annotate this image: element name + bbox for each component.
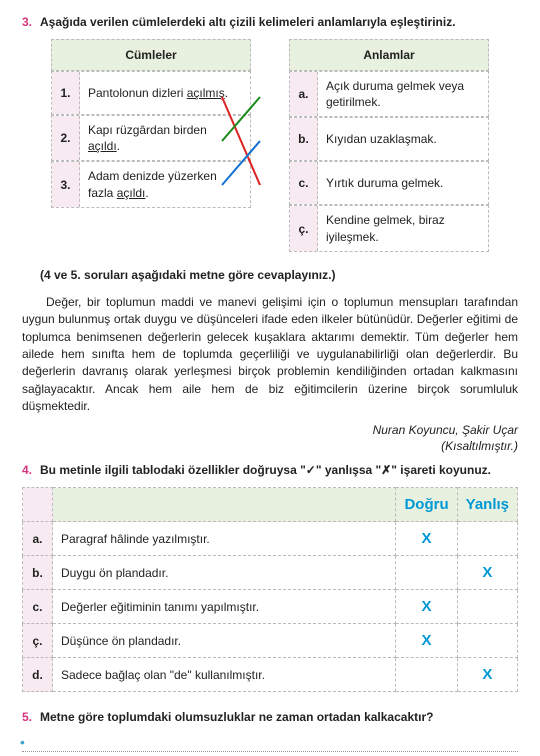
question-4-header: 4. Bu metinle ilgili tablodaki özellikle… [22,463,518,477]
row-text: Düşünce ön plandadır. [53,624,396,658]
true-false-table: Doğru Yanlış a.Paragraf hâlinde yazılmış… [22,487,518,692]
th-yanlis: Yanlış [457,488,517,522]
row-label: ç. [290,206,318,250]
yanlis-cell[interactable]: X [457,658,517,692]
th-blank2 [53,488,396,522]
q3-num: 3. [22,15,32,29]
table-row: 3.Adam denizde yüzerken fazla açıldı. [51,161,251,207]
question-5-header: 5. Metne göre toplumdaki olumsuzluklar n… [22,710,518,724]
q5-text: Metne göre toplumdaki olumsuzluklar ne z… [40,710,518,724]
right-column: Anlamlar a.Açık duruma gelmek veya getir… [289,39,489,252]
table-row: ç.Düşünce ön plandadır.X [23,624,518,658]
th-blank [23,488,53,522]
dogru-cell[interactable] [396,658,457,692]
dogru-cell[interactable] [396,556,457,590]
th-dogru: Doğru [396,488,457,522]
table-row: a.Açık duruma gelmek veya getirilmek. [289,71,489,117]
table-row: a.Paragraf hâlinde yazılmıştır.X [23,522,518,556]
table-row: ç.Kendine gelmek, biraz iyileşmek. [289,205,489,251]
row-text: Paragraf hâlinde yazılmıştır. [53,522,396,556]
table-row: 2.Kapı rüzgârdan birden açıldı. [51,115,251,161]
table-row: d.Sadece bağlaç olan "de" kullanılmıştır… [23,658,518,692]
row-label: b. [23,556,53,590]
matching-table: Cümleler 1.Pantolonun dizleri açılmış.2.… [22,39,518,252]
left-header: Cümleler [51,39,251,71]
row-label: ç. [23,624,53,658]
row-text: Sadece bağlaç olan "de" kullanılmıştır. [53,658,396,692]
dogru-cell[interactable]: X [396,522,457,556]
table-row: c.Değerler eğitiminin tanımı yapılmıştır… [23,590,518,624]
row-label: 1. [52,72,80,114]
question-3-header: 3. Aşağıda verilen cümlelerdeki altı çiz… [22,15,518,29]
answer-line[interactable]: • [22,738,518,752]
author: Nuran Koyuncu, Şakir Uçar [22,423,518,437]
connector-gap [251,39,289,252]
row-text: Açık duruma gelmek veya getirilmek. [318,72,488,116]
yanlis-cell[interactable] [457,590,517,624]
yanlis-cell[interactable] [457,624,517,658]
table-row: 1.Pantolonun dizleri açılmış. [51,71,251,115]
dogru-cell[interactable]: X [396,590,457,624]
row-label: c. [290,162,318,204]
row-text: Kapı rüzgârdan birden açıldı. [80,116,250,160]
row-text: Pantolonun dizleri açılmış. [80,79,250,107]
table-row: b.Kıyıdan uzaklaşmak. [289,117,489,161]
row-label: a. [23,522,53,556]
row-text: Kıyıdan uzaklaşmak. [318,125,488,153]
row-text: Duygu ön plandadır. [53,556,396,590]
row-text: Yırtık duruma gelmek. [318,169,488,197]
source: (Kısaltılmıştır.) [22,439,518,453]
yanlis-cell[interactable] [457,522,517,556]
row-text: Adam denizde yüzerken fazla açıldı. [80,162,250,206]
passage: Değer, bir toplumun maddi ve manevi geli… [22,294,518,416]
row-label: c. [23,590,53,624]
table-row: b.Duygu ön plandadır. X [23,556,518,590]
q4-text: Bu metinle ilgili tablodaki özellikler d… [40,463,518,477]
table-row: c.Yırtık duruma gelmek. [289,161,489,205]
dogru-cell[interactable]: X [396,624,457,658]
row-label: 2. [52,116,80,160]
q5-num: 5. [22,710,32,724]
bullet-icon: • [20,734,25,750]
row-label: b. [290,118,318,160]
row-text: Kendine gelmek, biraz iyileşmek. [318,206,488,250]
yanlis-cell[interactable]: X [457,556,517,590]
left-column: Cümleler 1.Pantolonun dizleri açılmış.2.… [51,39,251,252]
row-label: d. [23,658,53,692]
row-text: Değerler eğitiminin tanımı yapılmıştır. [53,590,396,624]
row-label: 3. [52,162,80,206]
q4-num: 4. [22,463,32,477]
right-header: Anlamlar [289,39,489,71]
row-label: a. [290,72,318,116]
note-4-5: (4 ve 5. soruları aşağıdaki metne göre c… [40,268,518,282]
q3-text: Aşağıda verilen cümlelerdeki altı çizili… [40,15,518,29]
table-header-row: Doğru Yanlış [23,488,518,522]
